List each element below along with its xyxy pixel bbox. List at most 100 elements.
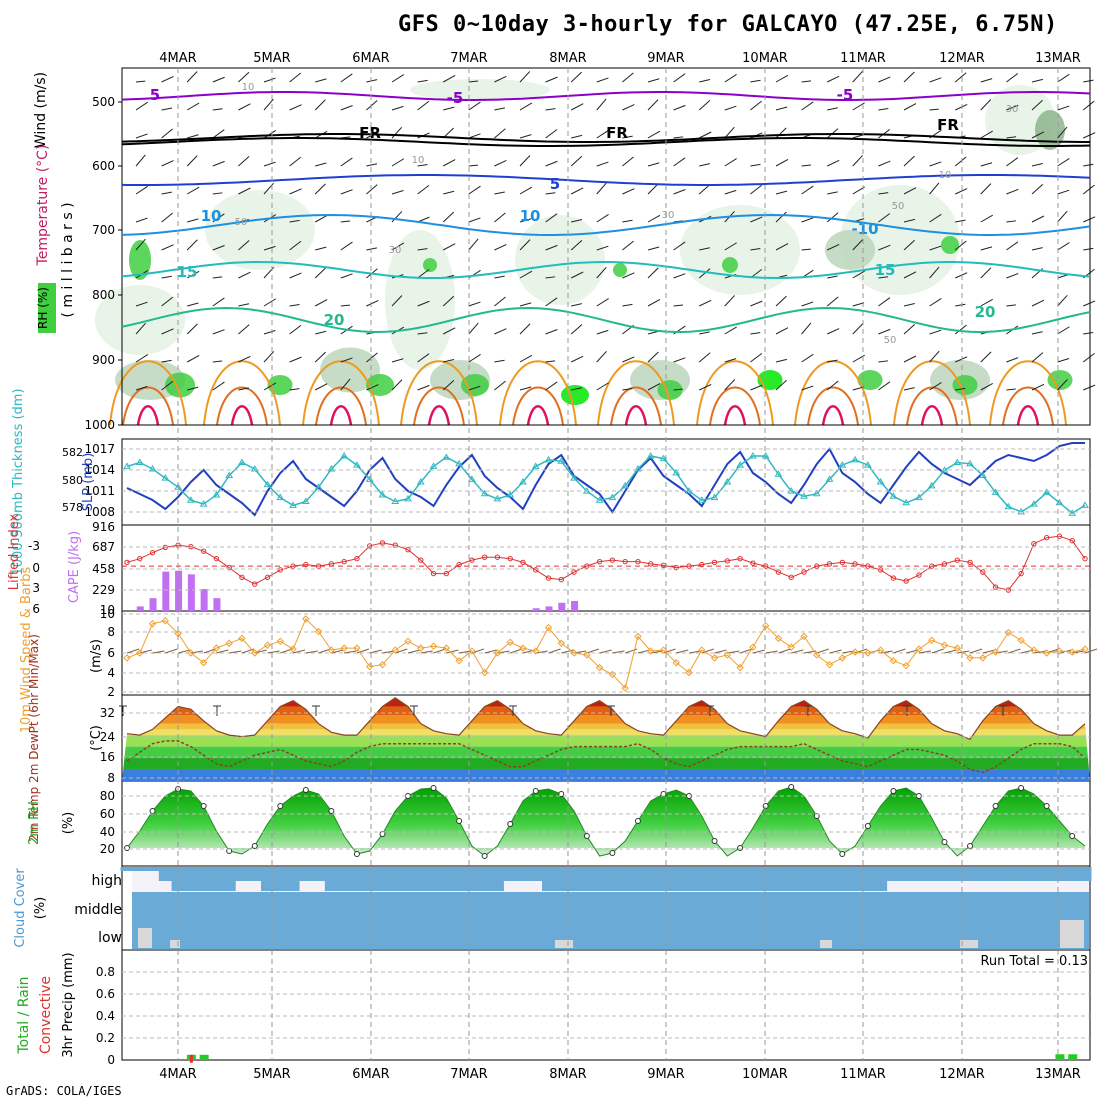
wind-barb xyxy=(571,104,583,110)
wind-barb xyxy=(162,360,172,362)
wind-barb xyxy=(1058,327,1070,334)
wind-barb xyxy=(443,160,455,166)
wind-barb xyxy=(341,106,353,110)
contour-label: 30 xyxy=(389,245,402,256)
slp-ylabel: SLP (mb) xyxy=(81,453,96,512)
rh-tick: 80 xyxy=(100,789,115,803)
wind-barb xyxy=(802,165,811,166)
wind-barb xyxy=(520,324,530,334)
rh-marker xyxy=(738,846,743,851)
contour-label: -5 xyxy=(837,86,854,104)
wind-barb xyxy=(955,304,965,306)
wind-barb xyxy=(187,135,198,138)
contour-25-arch xyxy=(795,361,871,425)
precip-panel-frame xyxy=(122,950,1090,1060)
upper-ytick: 800 xyxy=(92,288,115,302)
wind-barb xyxy=(315,215,327,222)
wind-barb xyxy=(366,80,377,82)
wind-barb xyxy=(162,161,174,166)
wind-barb xyxy=(469,218,481,222)
cloud-high-bar xyxy=(146,867,159,871)
wind-barb xyxy=(802,102,814,110)
rh-marker xyxy=(635,819,640,824)
wind-unit: (m/s) xyxy=(89,639,104,673)
cloud-high-bar xyxy=(274,867,287,891)
wind-barb xyxy=(213,277,222,278)
rh-shade-28 xyxy=(613,263,627,277)
rh-marker xyxy=(354,852,359,857)
wind-barb xyxy=(802,81,811,82)
wind-barb xyxy=(622,304,632,306)
wind-barb xyxy=(725,74,737,82)
cloud-high-bar xyxy=(414,867,427,891)
wind-barb xyxy=(494,297,505,306)
wind-barb xyxy=(315,247,326,250)
wind-barb xyxy=(494,245,506,250)
wind-barb xyxy=(571,188,583,194)
cloud-high-bar xyxy=(402,867,415,891)
wind-barb xyxy=(443,244,455,250)
li-tick: -3 xyxy=(28,539,40,553)
wind-barb xyxy=(648,79,659,82)
wind-barb xyxy=(136,102,148,110)
wind-barb xyxy=(469,354,481,362)
top-date-label: 9MAR xyxy=(647,51,684,66)
cloud-level-label: middle xyxy=(74,902,122,918)
cape-tick: 458 xyxy=(92,562,115,576)
wind-barb xyxy=(443,191,454,194)
wind-barb xyxy=(571,304,582,306)
wind-barb xyxy=(904,156,914,166)
wind-barb xyxy=(520,156,530,166)
cape-bar xyxy=(558,603,565,611)
cloud-high-bar xyxy=(964,867,977,881)
cloud-high-bar xyxy=(976,867,989,881)
wind-barb xyxy=(597,330,608,334)
contour-label: -5 xyxy=(447,89,464,107)
rh-marker xyxy=(1044,804,1049,809)
wind-barb xyxy=(1006,74,1017,82)
cloud-high-bar xyxy=(197,867,210,891)
wind-barb xyxy=(571,356,583,362)
wind-barb xyxy=(674,274,686,278)
wind-barb xyxy=(674,190,686,194)
wind-barb xyxy=(981,163,992,166)
wind-barb xyxy=(1032,184,1043,194)
wind-barb xyxy=(648,215,660,222)
wind-barb xyxy=(392,190,403,194)
cape-bar xyxy=(150,598,157,611)
wind-barb xyxy=(725,295,735,306)
wind-barb xyxy=(853,303,864,306)
cloud-ylabel: Cloud Cover xyxy=(13,868,28,948)
rh-marker xyxy=(891,789,896,794)
wind-barb xyxy=(341,190,353,194)
wind-barb xyxy=(290,304,300,306)
wind-barb xyxy=(341,74,353,82)
wind-barb xyxy=(315,100,325,110)
wind-barb xyxy=(136,186,148,194)
wind-barb xyxy=(622,189,634,194)
rh-tick: 20 xyxy=(100,842,115,856)
wind-barb xyxy=(136,134,148,138)
wind-barb xyxy=(392,359,403,362)
wind-barb xyxy=(494,329,506,334)
wind-barb xyxy=(648,100,658,110)
cloud-high-bar xyxy=(759,867,772,891)
wind-barb xyxy=(597,183,606,194)
contour-25-arch xyxy=(204,361,280,425)
wind-barb xyxy=(750,164,760,166)
upper-ytick: 1000 xyxy=(84,418,115,432)
rh-marker xyxy=(1070,834,1075,839)
cape-bar xyxy=(188,574,195,611)
wind-barb xyxy=(674,305,683,306)
wind-barb xyxy=(494,160,506,166)
wind-barb xyxy=(469,134,481,138)
contour-20 xyxy=(122,308,1090,332)
wind-barb xyxy=(930,109,939,110)
wind-barb xyxy=(1083,164,1093,166)
cape-bar xyxy=(533,608,540,611)
wind-barb xyxy=(469,323,478,334)
wind-barb xyxy=(1083,133,1095,138)
contour-label: -10 xyxy=(851,220,878,238)
cloud-high-bar xyxy=(657,867,670,891)
contour-label: 10 xyxy=(939,170,952,181)
